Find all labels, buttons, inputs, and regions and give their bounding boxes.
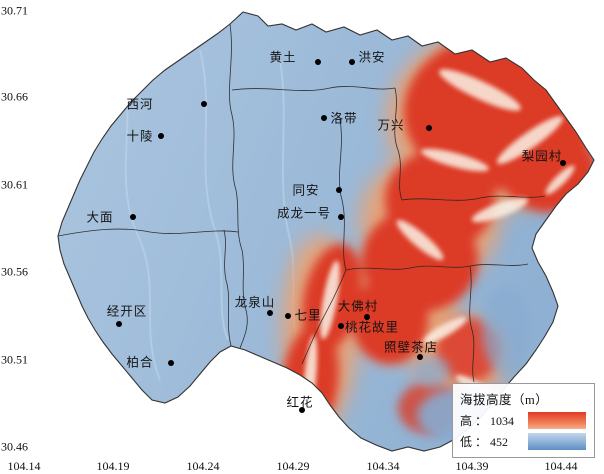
y-tick-30-71: 30.71 bbox=[1, 3, 28, 18]
legend-row-high: 高 ： 1034 bbox=[460, 412, 587, 429]
legend-row-low: 低 ： 452 bbox=[460, 433, 587, 450]
x-tick-104-19: 104.19 bbox=[96, 459, 130, 473]
map-marker-shiling bbox=[158, 133, 164, 139]
map-label-zhaobichadian: 照壁茶店 bbox=[383, 340, 439, 355]
map-label-chenglongyihao: 成龙一号 bbox=[276, 206, 332, 221]
map-label-longquanshan: 龙泉山 bbox=[234, 295, 276, 310]
map-marker-wanxing bbox=[426, 125, 432, 131]
map-marker-jingkaiqu bbox=[116, 321, 122, 327]
map-marker-longquanshan bbox=[267, 310, 273, 316]
x-tick-104-34: 104.34 bbox=[366, 459, 400, 473]
map-label-taohuaguli: 桃花故里 bbox=[344, 320, 400, 335]
map-marker-zhaobichadian bbox=[417, 354, 423, 360]
map-label-huangtu: 黄土 bbox=[269, 50, 297, 65]
map-marker-damian bbox=[130, 214, 136, 220]
map-marker-hongan bbox=[349, 59, 355, 65]
map-marker-baihe bbox=[168, 360, 174, 366]
map-marker-luodai bbox=[321, 115, 327, 121]
map-marker-tongan bbox=[336, 187, 342, 193]
map-label-hongan: 洪安 bbox=[358, 50, 386, 65]
map-marker-xihe bbox=[201, 101, 207, 107]
y-tick-30-46: 30.46 bbox=[1, 439, 28, 454]
legend-high-swatch bbox=[528, 412, 586, 429]
y-tick-30-61: 30.61 bbox=[1, 177, 28, 192]
map-label-honghua: 红花 bbox=[286, 395, 314, 410]
legend-low-swatch bbox=[528, 433, 586, 450]
map-label-wanxing: 万兴 bbox=[377, 118, 405, 133]
map-marker-dafocun bbox=[364, 314, 370, 320]
map-marker-huangtu bbox=[315, 59, 321, 65]
map-label-xihe: 西河 bbox=[126, 97, 154, 112]
legend-low-label: 低 ： 452 bbox=[460, 435, 509, 449]
map-marker-taohuaguli bbox=[338, 323, 344, 329]
map-marker-chenglongyihao bbox=[338, 214, 344, 220]
map-label-liyuancun: 梨园村 bbox=[521, 149, 563, 164]
x-tick-104-44: 104.44 bbox=[544, 459, 578, 473]
map-marker-honghua bbox=[299, 407, 305, 413]
x-tick-104-14: 104.14 bbox=[7, 459, 41, 473]
map-label-luodai: 洛带 bbox=[330, 111, 358, 126]
township-boundaries bbox=[58, 23, 546, 383]
map-label-qili: 七里 bbox=[294, 308, 322, 323]
map-marker-liyuancun bbox=[560, 160, 566, 166]
map-label-jingkaiqu: 经开区 bbox=[106, 304, 148, 319]
x-tick-104-24: 104.24 bbox=[186, 459, 220, 473]
x-tick-104-29: 104.29 bbox=[276, 459, 310, 473]
district-outline bbox=[57, 11, 595, 452]
map-label-shiling: 十陵 bbox=[126, 129, 154, 144]
map-label-dafocun: 大佛村 bbox=[337, 299, 379, 314]
map-marker-qili bbox=[285, 313, 291, 319]
elevation-legend: 海拔高度（m） 高 ： 1034 低 ： 452 bbox=[452, 383, 595, 458]
map-label-damian: 大面 bbox=[86, 210, 114, 225]
x-tick-104-39: 104.39 bbox=[455, 459, 489, 473]
y-tick-30-56: 30.56 bbox=[1, 264, 28, 279]
map-label-tongan: 同安 bbox=[292, 183, 320, 198]
legend-title: 海拔高度（m） bbox=[460, 393, 549, 407]
y-tick-30-66: 30.66 bbox=[1, 89, 28, 104]
map-label-baihe: 柏合 bbox=[126, 355, 154, 370]
legend-high-label: 高 ： 1034 bbox=[460, 414, 515, 428]
y-tick-30-51: 30.51 bbox=[1, 352, 28, 367]
